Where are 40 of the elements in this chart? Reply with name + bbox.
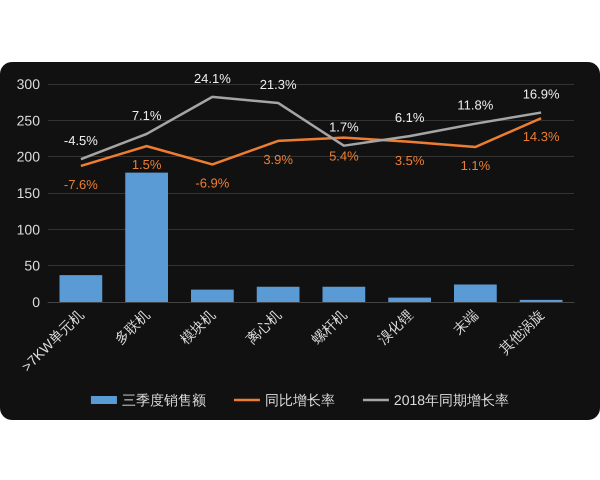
data-label: -7.6% bbox=[64, 176, 98, 192]
y-tick-label: 0 bbox=[32, 294, 40, 310]
bar bbox=[388, 298, 431, 302]
data-label: 5.4% bbox=[329, 148, 360, 164]
bar bbox=[60, 275, 102, 302]
legend-label: 2018年同期增长率 bbox=[394, 392, 510, 408]
y-tick-label: 150 bbox=[16, 185, 40, 201]
y-tick-label: 300 bbox=[16, 76, 40, 92]
data-label: -4.5% bbox=[64, 133, 98, 148]
data-label: 21.3% bbox=[260, 76, 297, 92]
x-tick-label: 离心机 bbox=[242, 306, 284, 348]
bar bbox=[256, 286, 300, 302]
data-label: -6.9% bbox=[195, 175, 230, 190]
bar bbox=[454, 284, 497, 302]
legend-label: 三季度销售额 bbox=[122, 392, 206, 408]
data-label: 1.5% bbox=[132, 157, 162, 172]
x-tick-label: 螺杆机 bbox=[308, 306, 350, 348]
legend-label: 同比增长率 bbox=[264, 392, 335, 408]
x-tick-label: 模块机 bbox=[177, 306, 218, 348]
y-tick-label: 50 bbox=[24, 258, 40, 274]
data-label: 1.1% bbox=[460, 158, 491, 173]
data-label: 24.1% bbox=[194, 70, 232, 86]
data-label: 1.7% bbox=[329, 120, 360, 135]
x-tick-label: 其他涡旋 bbox=[496, 306, 547, 358]
y-tick-label: 100 bbox=[16, 221, 40, 238]
data-label: 16.9% bbox=[522, 86, 560, 102]
data-label: 3.9% bbox=[263, 152, 294, 167]
x-tick-label: 末端 bbox=[450, 306, 482, 338]
bar bbox=[191, 290, 234, 302]
bar bbox=[322, 286, 366, 302]
bar bbox=[125, 172, 168, 302]
y-tick-label: 250 bbox=[16, 112, 40, 128]
data-label: 3.5% bbox=[394, 152, 425, 168]
data-label: 6.1% bbox=[394, 110, 425, 126]
x-tick-label: 多联机 bbox=[111, 306, 152, 348]
data-label: 7.1% bbox=[132, 108, 162, 123]
y-tick-label: 200 bbox=[16, 148, 40, 165]
data-label: 11.8% bbox=[457, 98, 494, 113]
x-tick-label: 溴化锂 bbox=[374, 306, 416, 348]
data-label: 14.3% bbox=[522, 129, 560, 144]
